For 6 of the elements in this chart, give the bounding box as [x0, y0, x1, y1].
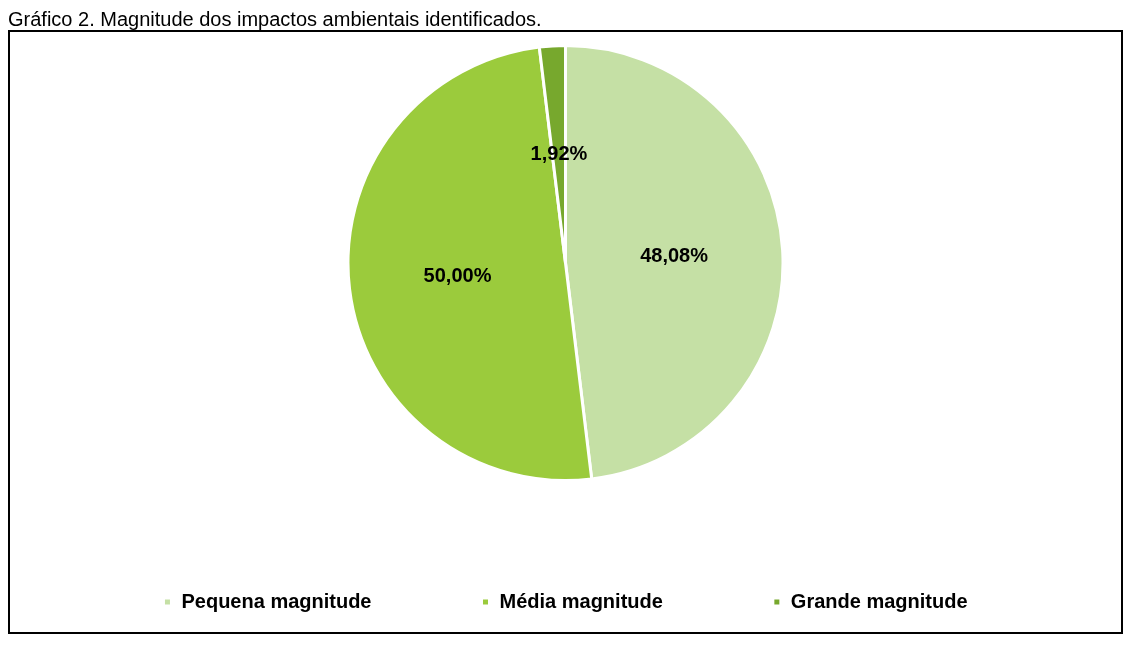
legend-label: Grande magnitude — [790, 589, 968, 612]
data-label: 48,08% — [640, 243, 709, 266]
chart-title: Gráfico 2. Magnitude dos impactos ambientais identificados. — [8, 8, 543, 30]
data-label: 50,00% — [423, 263, 492, 286]
legend-label: Média magnitude — [499, 589, 663, 612]
legend-label: Pequena magnitude — [181, 589, 372, 612]
